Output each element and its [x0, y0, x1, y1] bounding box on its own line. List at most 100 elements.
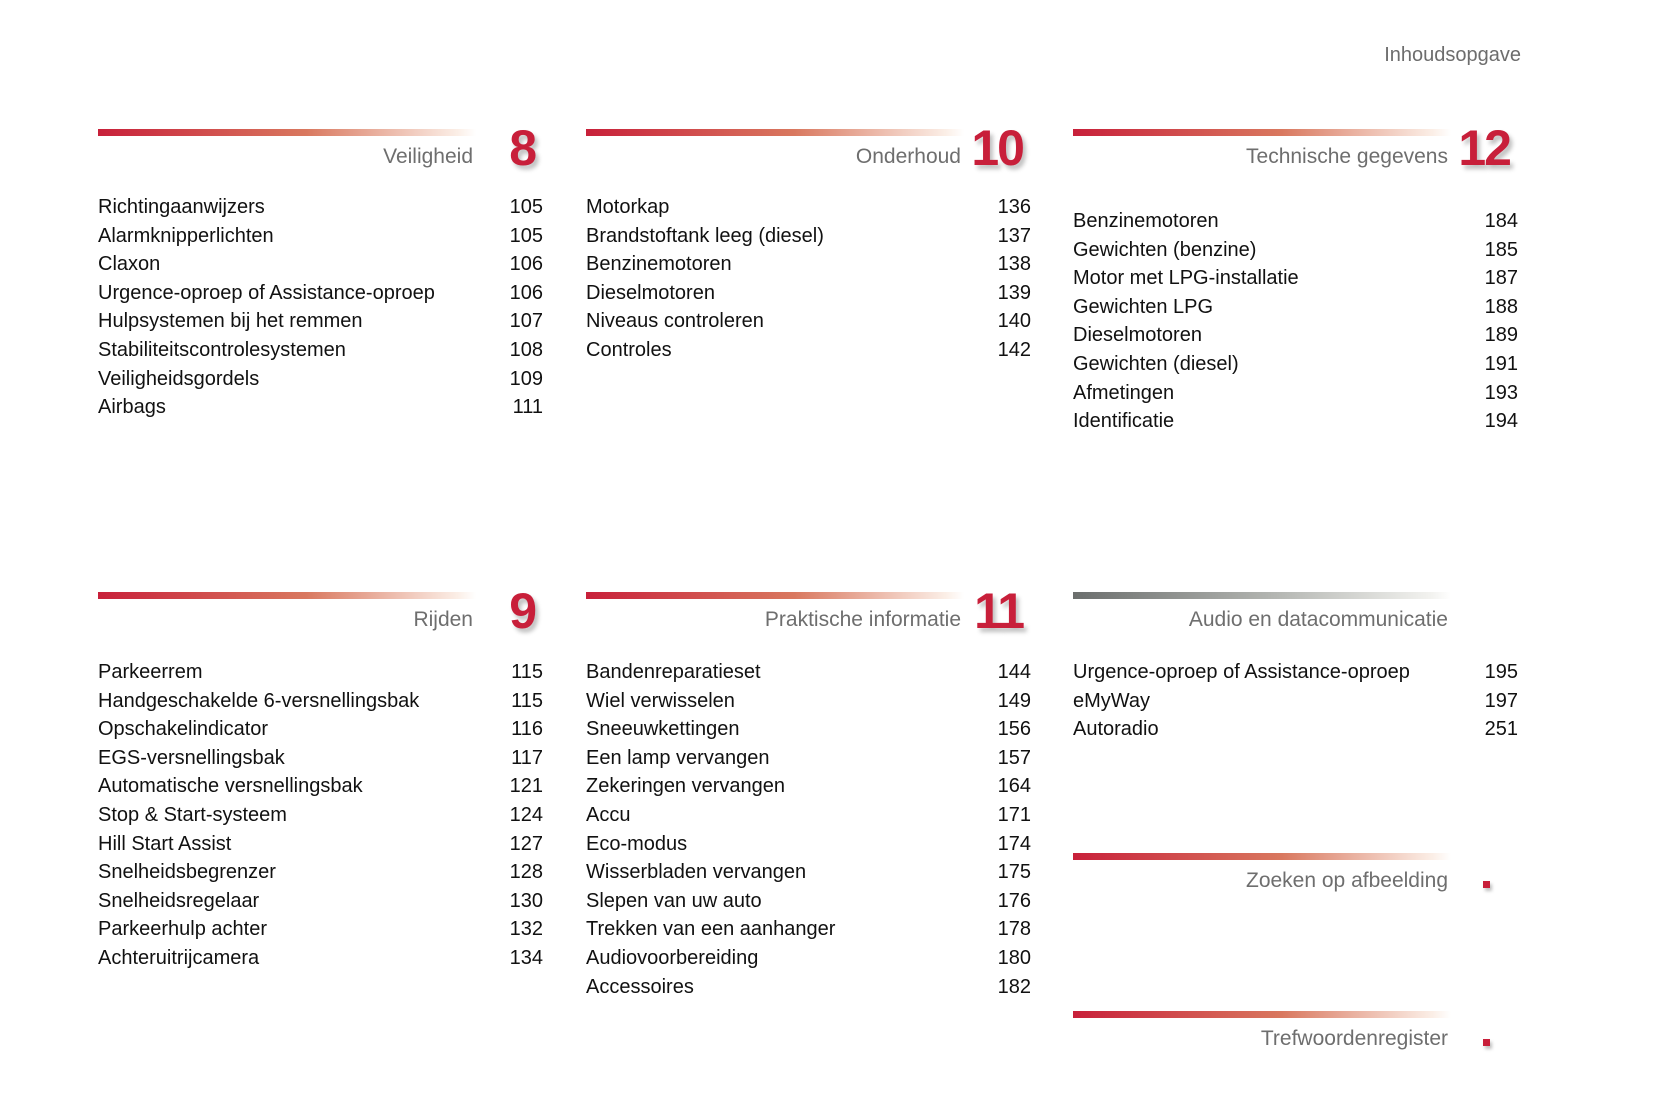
- entry-page: 184: [1484, 210, 1518, 232]
- toc-entry[interactable]: Wisserbladen vervangen 175: [586, 860, 1031, 889]
- chapter-number[interactable]: 10: [971, 120, 1025, 176]
- toc-entry[interactable]: Controles 142: [586, 338, 1031, 367]
- toc-entry[interactable]: Claxon 106: [98, 252, 543, 281]
- toc-entry[interactable]: Achteruitrijcamera 134: [98, 946, 543, 975]
- toc-entry[interactable]: Handgeschakelde 6-versnellingsbak 115: [98, 689, 543, 718]
- section-title[interactable]: Rijden: [413, 608, 473, 631]
- section-title[interactable]: Praktische informatie: [764, 608, 961, 631]
- entry-page: 157: [997, 746, 1031, 769]
- toc-entry[interactable]: eMyWay 197: [1073, 689, 1518, 718]
- toc-entry[interactable]: Identificatie 194: [1073, 409, 1518, 438]
- entry-page: 121: [509, 775, 543, 798]
- toc-entry[interactable]: Accessoires 182: [586, 975, 1031, 1004]
- toc-entry[interactable]: Afmetingen 193: [1073, 381, 1518, 410]
- section-items: Motorkap 136 Brandstoftank leeg (diesel)…: [586, 195, 1031, 367]
- toc-entry[interactable]: Sneeuwkettingen 156: [586, 717, 1031, 746]
- entry-page: 187: [1484, 267, 1518, 290]
- entry-page: 132: [509, 918, 543, 941]
- toc-entry[interactable]: Accu 171: [586, 803, 1031, 832]
- section-items: Benzinemotoren 184 Gewichten (benzine) 1…: [1073, 209, 1518, 438]
- entry-page: 140: [997, 310, 1031, 333]
- toc-entry[interactable]: Opschakelindicator 116: [98, 717, 543, 746]
- toc-entry[interactable]: Alarmknipperlichten 105: [98, 224, 543, 253]
- toc-entry[interactable]: Snelheidsregelaar 130: [98, 889, 543, 918]
- entry-page: 137: [997, 224, 1031, 247]
- toc-entry[interactable]: Veiligheidsgordels 109: [98, 367, 543, 396]
- entry-page: 189: [1484, 324, 1518, 347]
- toc-entry[interactable]: Dieselmotoren 139: [586, 281, 1031, 310]
- entry-label: Hulpsystemen bij het remmen: [98, 310, 363, 333]
- toc-entry[interactable]: Eco-modus 174: [586, 832, 1031, 861]
- entry-page: 197: [1484, 689, 1518, 712]
- toc-entry[interactable]: Parkeerhulp achter 132: [98, 917, 543, 946]
- entry-page: 138: [997, 253, 1031, 276]
- toc-entry[interactable]: Stabiliteitscontrolesystemen 108: [98, 338, 543, 367]
- section-title[interactable]: Trefwoordenregister: [1260, 1027, 1448, 1050]
- toc-entry[interactable]: Hill Start Assist 127: [98, 832, 543, 861]
- entry-page: 149: [997, 689, 1031, 712]
- toc-entry[interactable]: Gewichten (benzine) 185: [1073, 238, 1518, 267]
- section-divider-bar: [98, 592, 476, 599]
- toc-entry[interactable]: Wiel verwisselen 149: [586, 689, 1031, 718]
- toc-entry[interactable]: Zekeringen vervangen 164: [586, 774, 1031, 803]
- toc-entry[interactable]: Benzinemotoren 138: [586, 252, 1031, 281]
- toc-entry[interactable]: Motorkap 136: [586, 195, 1031, 224]
- toc-entry[interactable]: Brandstoftank leeg (diesel) 137: [586, 224, 1031, 253]
- entry-label: Gewichten (benzine): [1073, 238, 1257, 261]
- toc-entry[interactable]: Urgence-oproep of Assistance-oproep 195: [1073, 660, 1518, 689]
- section-items: Parkeerrem 115 Handgeschakelde 6-versnel…: [98, 660, 543, 975]
- toc-entry[interactable]: Motor met LPG-installatie 187: [1073, 266, 1518, 295]
- toc-entry[interactable]: Bandenreparatieset 144: [586, 660, 1031, 689]
- toc-entry[interactable]: Stop & Start-systeem 124: [98, 803, 543, 832]
- entry-page: 178: [997, 918, 1031, 941]
- chapter-number[interactable]: 9: [509, 583, 537, 639]
- section-title[interactable]: Veiligheid: [383, 145, 473, 168]
- toc-entry[interactable]: Snelheidsbegrenzer 128: [98, 860, 543, 889]
- toc-entry[interactable]: Automatische versnellingsbak 121: [98, 774, 543, 803]
- toc-entry[interactable]: Gewichten LPG 188: [1073, 295, 1518, 324]
- toc-entry[interactable]: Audiovoorbereiding 180: [586, 946, 1031, 975]
- entry-label: Brandstoftank leeg (diesel): [586, 224, 824, 247]
- entry-page: 127: [509, 832, 543, 855]
- entry-page: 156: [997, 718, 1031, 741]
- toc-entry[interactable]: Dieselmotoren 189: [1073, 323, 1518, 352]
- chapter-number[interactable]: 11: [974, 583, 1025, 639]
- toc-entry[interactable]: Parkeerrem 115: [98, 660, 543, 689]
- entry-page: 142: [997, 338, 1031, 361]
- entry-page: 108: [509, 338, 543, 361]
- entry-page: 124: [509, 803, 543, 826]
- toc-entry[interactable]: Gewichten (diesel) 191: [1073, 352, 1518, 381]
- entry-page: 107: [509, 310, 543, 333]
- entry-label: Dieselmotoren: [586, 281, 715, 304]
- toc-entry[interactable]: Trekken van een aanhanger 178: [586, 917, 1031, 946]
- toc-entry[interactable]: Hulpsystemen bij het remmen 107: [98, 309, 543, 338]
- toc-entry[interactable]: Een lamp vervangen 157: [586, 746, 1031, 775]
- toc-entry[interactable]: Niveaus controleren 140: [586, 309, 1031, 338]
- entry-label: Dieselmotoren: [1073, 324, 1202, 347]
- entry-label: Controles: [586, 338, 672, 361]
- section-title[interactable]: Onderhoud: [855, 145, 961, 168]
- toc-entry[interactable]: Autoradio 251: [1073, 717, 1518, 746]
- section-title[interactable]: Zoeken op afbeelding: [1246, 869, 1448, 892]
- toc-entry[interactable]: EGS-versnellingsbak 117: [98, 746, 543, 775]
- entry-label: Urgence-oproep of Assistance-oproep: [1073, 661, 1410, 683]
- section-title[interactable]: Technische gegevens: [1246, 145, 1448, 168]
- entry-label: Opschakelindicator: [98, 718, 269, 741]
- entry-label: Afmetingen: [1073, 381, 1175, 404]
- chapter-number[interactable]: 12: [1458, 120, 1512, 176]
- chapter-number[interactable]: 8: [509, 120, 537, 176]
- page-header-title: Inhoudsopgave: [1384, 44, 1521, 66]
- entry-page: 188: [1484, 295, 1518, 318]
- entry-label: Gewichten LPG: [1073, 295, 1214, 318]
- entry-page: 130: [509, 889, 543, 912]
- chapter-square-icon: [1483, 881, 1490, 888]
- toc-entry[interactable]: Airbags 111: [98, 395, 543, 424]
- entry-page: 182: [997, 975, 1031, 998]
- toc-entry[interactable]: Richtingaanwijzers 105: [98, 195, 543, 224]
- section-divider-bar: [98, 129, 476, 136]
- section-items: Richtingaanwijzers 105 Alarmknipperlicht…: [98, 195, 543, 424]
- toc-entry[interactable]: Slepen van uw auto 176: [586, 889, 1031, 918]
- section-title[interactable]: Audio en datacommunicatie: [1188, 608, 1448, 631]
- toc-entry[interactable]: Benzinemotoren 184: [1073, 209, 1518, 238]
- toc-entry[interactable]: Urgence-oproep of Assistance-oproep 106: [98, 281, 543, 310]
